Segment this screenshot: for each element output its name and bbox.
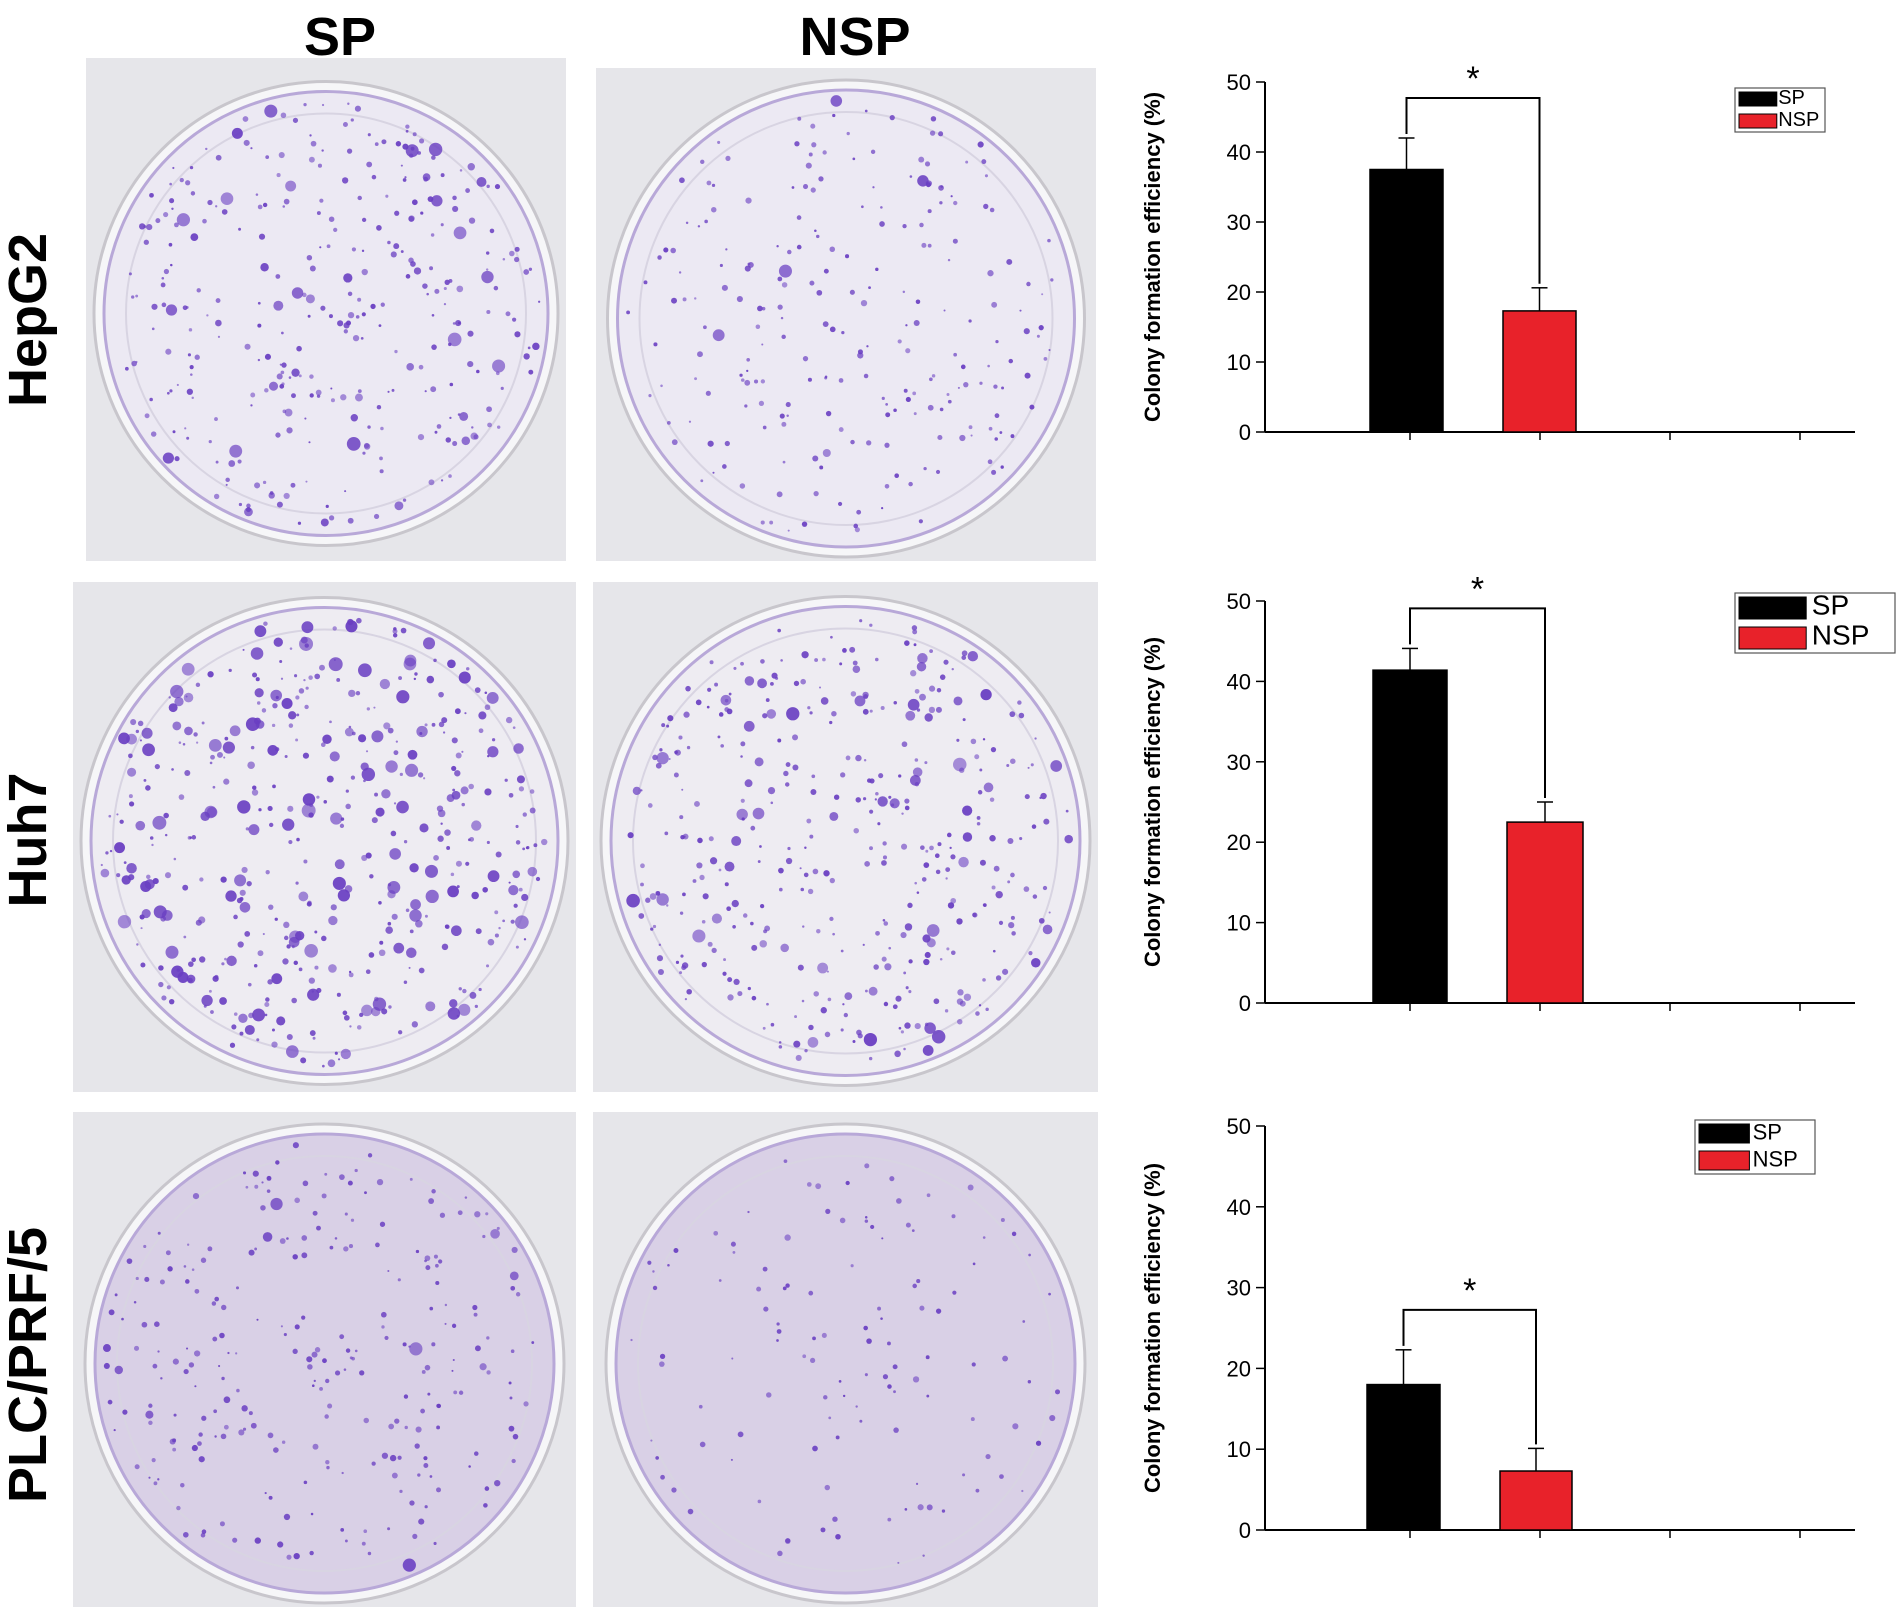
y-tick-label: 20 [1227,830,1251,855]
plate-dish [93,1132,556,1595]
y-axis-label: Colony formation efficiency (%) [1140,92,1165,422]
chart-hepg2: 0 10 20 30 40 50 Colony formation efficiency (… [1120,60,1900,550]
legend-label-sp: SP [1778,87,1805,109]
y-tick-label: 0 [1239,991,1251,1016]
legend-label-nsp: NSP [1753,1146,1798,1171]
bar-nsp [1502,310,1577,433]
plate-inner-ring [125,112,527,515]
plate-inner-ring [112,628,537,1054]
plate-inner-ring [637,1155,1054,1572]
colony-dots [125,102,541,527]
colony-dots [630,1159,1061,1564]
plate-dish [614,1132,1077,1595]
plate-plc-nsp [593,1112,1098,1607]
bar-sp [1372,669,1448,1004]
y-tick-label: 30 [1227,750,1251,775]
significance-star: * [1463,1272,1476,1310]
bar-nsp [1499,1470,1573,1531]
plate-inner-ring [638,111,1054,526]
y-axis-label: Colony formation efficiency (%) [1140,637,1165,967]
y-tick-label: 10 [1227,911,1251,936]
legend-swatch-sp [1698,1123,1750,1144]
y-tick-label: 30 [1227,210,1251,235]
legend-swatch-sp [1738,596,1807,620]
colony-dots [626,619,1073,1061]
y-tick-label: 50 [1227,589,1251,614]
y-tick-label: 50 [1227,70,1251,95]
bar-sp [1369,168,1444,433]
legend-swatch-nsp [1738,626,1807,650]
plate-hepg2-sp [86,58,566,561]
colony-dots [102,1142,535,1572]
plate-dish [616,88,1076,549]
column-header-sp: SP [303,7,377,67]
row-label-hepg2: HepG2 [0,232,58,408]
plate-hepg2-nsp [596,68,1096,561]
plate-huh7-nsp [593,582,1098,1092]
legend-label-sp: SP [1753,1119,1782,1144]
y-tick-label: 40 [1227,140,1251,165]
chart-huh7: 0 10 20 30 40 50 Colony formation efficiency (… [1120,570,1900,1095]
row-label-plc: PLC/PRF/5 [0,1226,58,1504]
colony-dots [100,617,548,1068]
row-label-huh7: Huh7 [0,772,58,908]
legend-label-nsp: NSP [1812,620,1870,651]
column-header-nsp: NSP [799,7,911,67]
y-tick-label: 0 [1239,1518,1251,1543]
y-tick-label: 20 [1227,280,1251,305]
chart-plc: 0 10 20 30 40 50 Colony formation efficiency (… [1120,1090,1900,1610]
plate-huh7-sp [73,582,576,1092]
y-tick-label: 10 [1227,1437,1251,1462]
significance-star: * [1466,60,1479,98]
significance-star: * [1471,570,1484,608]
y-axis-label: Colony formation efficiency (%) [1140,1163,1165,1493]
legend-label-nsp: NSP [1778,109,1819,131]
significance-bracket [1409,607,1546,798]
significance-bracket [1402,1308,1537,1445]
y-tick-label: 30 [1227,1276,1251,1301]
y-tick-label: 40 [1227,669,1251,694]
significance-bracket [1405,97,1541,284]
y-tick-label: 0 [1239,420,1251,445]
legend-swatch-nsp [1738,113,1778,129]
legend-swatch-sp [1738,91,1778,107]
y-tick-label: 40 [1227,1195,1251,1220]
plate-dish [609,605,1082,1077]
colony-dots [626,95,1054,533]
y-tick-label: 50 [1227,1114,1251,1139]
bar-sp [1366,1383,1441,1531]
plate-plc-sp [73,1112,576,1607]
plate-inner-ring [116,1155,533,1572]
y-tick-label: 10 [1227,350,1251,375]
plate-inner-ring [632,627,1059,1055]
bar-nsp [1506,821,1584,1004]
legend-label-sp: SP [1812,590,1849,621]
y-tick-label: 20 [1227,1356,1251,1381]
legend-swatch-nsp [1698,1150,1750,1171]
